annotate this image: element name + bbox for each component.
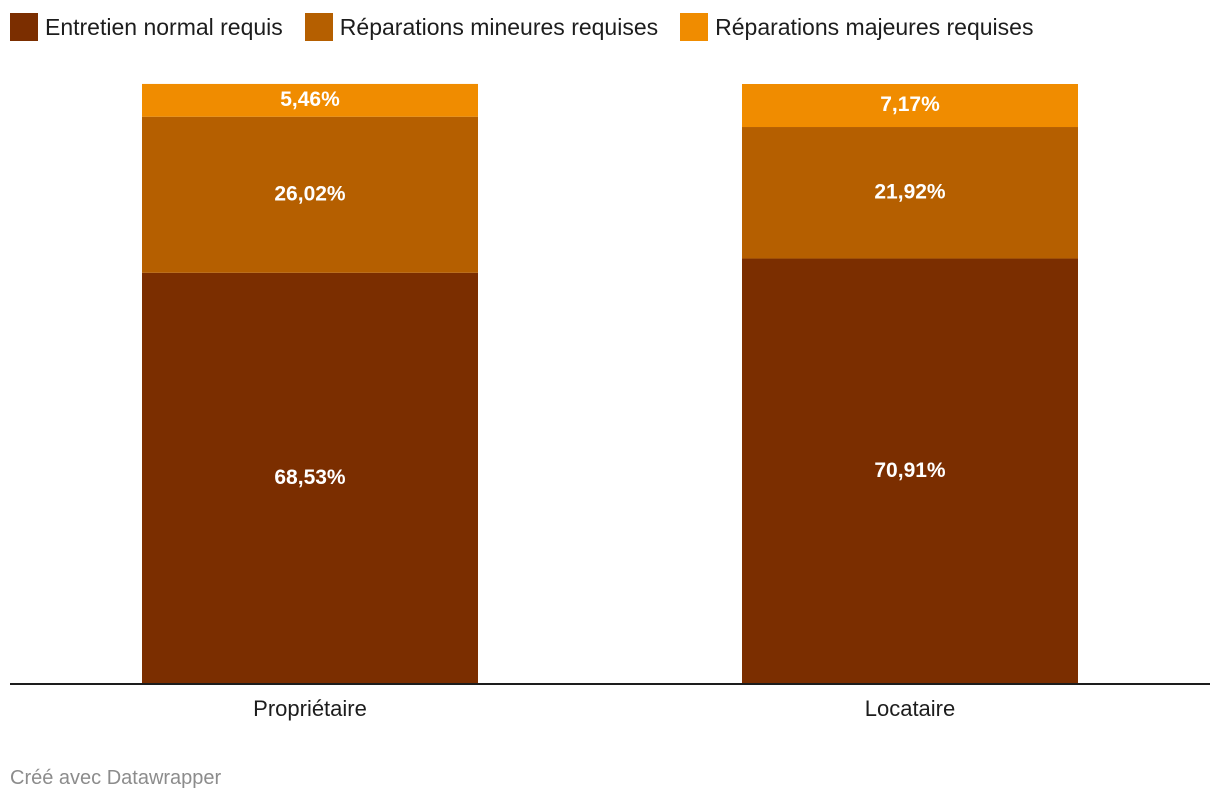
chart-legend: Entretien normal requis Réparations mine… xyxy=(10,12,1055,42)
data-label: 21,92% xyxy=(874,180,946,203)
bar-segment xyxy=(742,84,1078,128)
stacked-bar-chart: 68,53% 26,02% 5,46% Propriétaire 70,91% 21,92… xyxy=(10,83,1210,721)
x-tick-label: Propriétaire xyxy=(253,696,367,721)
legend-label: Entretien normal requis xyxy=(45,13,283,40)
legend-item-entretien-normal: Entretien normal requis xyxy=(10,13,283,41)
legend-swatch xyxy=(304,13,333,41)
data-label: 68,53% xyxy=(274,466,346,489)
x-tick-label: Locataire xyxy=(865,696,956,721)
legend-swatch xyxy=(680,13,709,41)
bar-segment xyxy=(742,258,1078,684)
footer-credit: Créé avec Datawrapper xyxy=(10,767,222,789)
legend-label: Réparations mineures requises xyxy=(339,13,659,40)
legend-item-reparations-majeures: Réparations majeures requises xyxy=(680,13,1033,41)
legend-swatch xyxy=(10,13,38,41)
data-label: 26,02% xyxy=(274,182,346,205)
data-label: 5,46% xyxy=(280,88,340,111)
legend-item-reparations-mineures: Réparations mineures requises xyxy=(304,13,659,41)
bar-segment xyxy=(142,116,478,273)
bar-segment xyxy=(742,127,1078,259)
legend-label: Réparations majeures requises xyxy=(715,13,1034,40)
data-label: 7,17% xyxy=(880,93,940,116)
bar-segment xyxy=(142,272,478,684)
bar-segment xyxy=(142,83,478,117)
data-label: 70,91% xyxy=(874,459,946,482)
